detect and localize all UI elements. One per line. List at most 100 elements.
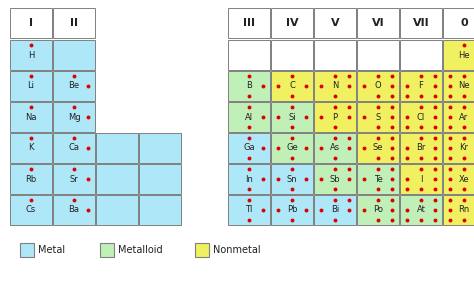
Bar [96, 133, 138, 163]
Bar [10, 40, 52, 70]
Bar [314, 164, 356, 194]
Bar [443, 40, 474, 70]
Bar [271, 8, 313, 38]
Text: Ge: Ge [286, 144, 298, 153]
Bar [53, 8, 95, 38]
Bar [400, 133, 442, 163]
Bar [10, 102, 52, 132]
Text: Ne: Ne [458, 81, 470, 90]
Bar [100, 243, 114, 257]
Bar [195, 243, 209, 257]
Bar [53, 164, 95, 194]
Bar [228, 40, 270, 70]
Bar [443, 102, 474, 132]
Bar [53, 102, 95, 132]
Bar [443, 133, 474, 163]
Bar [357, 133, 399, 163]
Text: Tl: Tl [246, 205, 253, 214]
Text: IV: IV [286, 18, 298, 28]
Text: Metalloid: Metalloid [118, 245, 163, 255]
Bar [400, 40, 442, 70]
Text: Br: Br [416, 144, 426, 153]
Text: Ba: Ba [69, 205, 80, 214]
Bar [314, 195, 356, 225]
Text: Sb: Sb [330, 175, 340, 183]
Text: I: I [29, 18, 33, 28]
Bar [139, 164, 181, 194]
Text: Nonmetal: Nonmetal [213, 245, 261, 255]
Bar [20, 243, 34, 257]
Bar [139, 195, 181, 225]
Text: Li: Li [27, 81, 35, 90]
Text: Bi: Bi [331, 205, 339, 214]
Text: V: V [331, 18, 339, 28]
Bar [271, 195, 313, 225]
Text: Ar: Ar [459, 112, 469, 121]
Text: In: In [245, 175, 253, 183]
Text: P: P [332, 112, 337, 121]
Text: Se: Se [373, 144, 383, 153]
Text: II: II [70, 18, 78, 28]
Bar [228, 8, 270, 38]
Text: Be: Be [68, 81, 80, 90]
Bar [400, 71, 442, 101]
Text: S: S [375, 112, 381, 121]
Text: Cs: Cs [26, 205, 36, 214]
Bar [443, 164, 474, 194]
Bar [53, 195, 95, 225]
Text: Rb: Rb [26, 175, 36, 183]
Bar [314, 40, 356, 70]
Bar [357, 195, 399, 225]
Bar [271, 71, 313, 101]
Bar [10, 71, 52, 101]
Bar [228, 195, 270, 225]
Text: I: I [420, 175, 422, 183]
Text: O: O [374, 81, 381, 90]
Bar [228, 71, 270, 101]
Bar [314, 102, 356, 132]
Text: 0: 0 [460, 18, 468, 28]
Text: At: At [417, 205, 426, 214]
Bar [53, 133, 95, 163]
Text: H: H [28, 51, 34, 60]
Bar [314, 71, 356, 101]
Text: C: C [289, 81, 295, 90]
Bar [10, 195, 52, 225]
Bar [271, 40, 313, 70]
Text: F: F [419, 81, 423, 90]
Bar [314, 133, 356, 163]
Bar [443, 71, 474, 101]
Text: As: As [330, 144, 340, 153]
Bar [10, 164, 52, 194]
Bar [271, 164, 313, 194]
Text: Te: Te [374, 175, 383, 183]
Bar [357, 102, 399, 132]
Bar [271, 102, 313, 132]
Text: Al: Al [245, 112, 253, 121]
Bar [357, 8, 399, 38]
Text: Ga: Ga [243, 144, 255, 153]
Text: Na: Na [25, 112, 37, 121]
Bar [400, 8, 442, 38]
Text: He: He [458, 51, 470, 60]
Bar [10, 8, 52, 38]
Text: VII: VII [413, 18, 429, 28]
Bar [271, 133, 313, 163]
Bar [96, 195, 138, 225]
Bar [96, 164, 138, 194]
Bar [400, 195, 442, 225]
Text: Ca: Ca [69, 144, 80, 153]
Bar [228, 133, 270, 163]
Text: Kr: Kr [459, 144, 468, 153]
Bar [53, 40, 95, 70]
Bar [10, 133, 52, 163]
Text: Po: Po [373, 205, 383, 214]
Bar [357, 40, 399, 70]
Text: K: K [28, 144, 34, 153]
Bar [53, 71, 95, 101]
Bar [139, 133, 181, 163]
Bar [228, 102, 270, 132]
Text: Si: Si [288, 112, 296, 121]
Text: Xe: Xe [459, 175, 469, 183]
Text: Sr: Sr [70, 175, 78, 183]
